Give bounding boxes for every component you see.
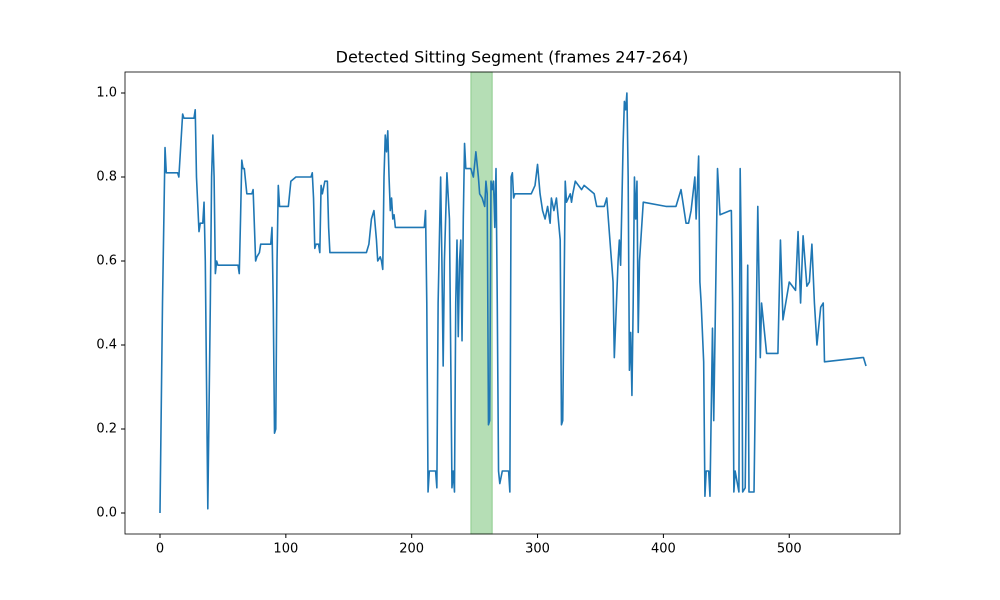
y-tick-label: 0.8: [96, 170, 117, 185]
x-tick-label: 500: [777, 542, 802, 557]
y-tick-label: 0.0: [96, 506, 117, 521]
x-tick-label: 200: [399, 542, 424, 557]
y-tick-label: 0.2: [96, 422, 117, 437]
x-tick-label: 0: [156, 542, 164, 557]
highlight-span: [470, 71, 493, 535]
x-tick-label: 400: [651, 542, 676, 557]
data-line: [159, 92, 867, 514]
x-tick-label: 300: [525, 542, 550, 557]
plot-frame: [124, 71, 901, 535]
y-tick-label: 0.6: [96, 254, 117, 269]
x-tick-label: 100: [273, 542, 298, 557]
y-tick-label: 0.4: [96, 338, 117, 353]
chart-title: Detected Sitting Segment (frames 247-264…: [336, 48, 689, 67]
y-tick-label: 1.0: [96, 86, 117, 101]
